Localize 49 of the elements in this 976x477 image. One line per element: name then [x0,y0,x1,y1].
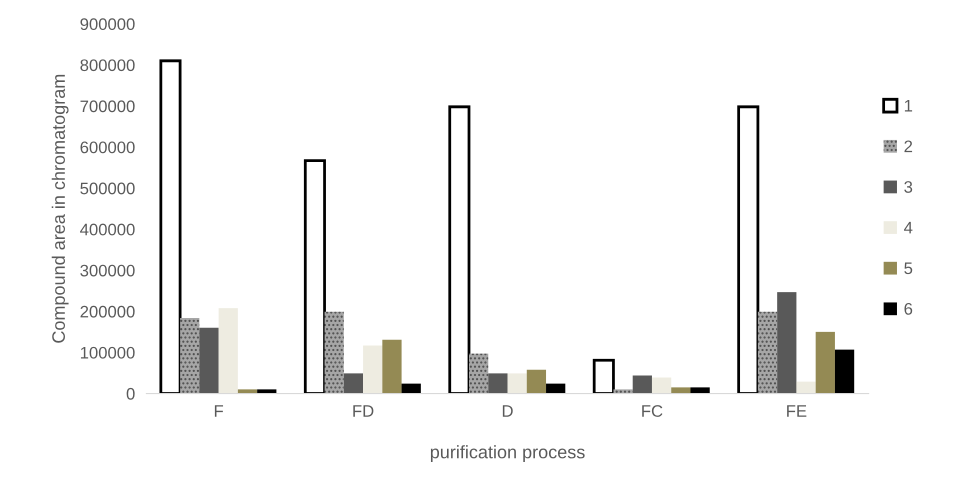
bar [218,308,238,394]
y-tick-label: 0 [126,388,135,400]
bar [526,370,546,394]
bar [448,105,470,394]
y-tick-label: 200000 [80,306,135,318]
bar [652,378,672,394]
y-axis-title: Compound area in chromatogram [52,74,69,343]
x-axis-title: purification process [430,445,585,462]
y-tick-label: 800000 [80,59,135,72]
bar [508,373,527,394]
y-tick-label: 400000 [80,224,135,236]
bar [382,340,402,394]
bar [344,373,364,394]
bar [816,332,835,394]
bar [796,382,816,394]
bar [758,312,778,394]
x-tick-label: FD [353,405,374,417]
x-tick-label: D [502,405,513,417]
y-tick-label: 300000 [80,264,135,277]
y-tick-label: 700000 [80,100,135,112]
legend-label: 6 [904,302,912,315]
y-tick-label: 500000 [80,182,135,194]
bar [324,312,344,394]
bar [402,384,421,394]
bar [546,384,566,394]
bar [834,350,854,394]
x-tick-label: F [214,405,224,417]
legend-label: 1 [904,100,912,112]
bar [592,358,615,394]
legend-label: 3 [904,181,912,193]
bar [304,159,326,394]
bar [159,59,182,394]
legend-label: 5 [904,262,912,274]
bar [488,373,508,394]
legend-label: 4 [904,222,912,234]
bar [671,387,690,394]
bar [469,354,488,394]
y-tick-label: 100000 [80,346,135,359]
y-tick-label: 900000 [80,18,135,30]
bar [180,318,200,394]
bar [199,328,219,394]
bar [737,105,760,394]
bar [363,345,382,394]
legend-label: 2 [904,140,912,152]
x-tick-label: FE [787,405,806,417]
bar [777,292,796,394]
y-tick-label: 600000 [80,141,135,154]
bar [632,375,652,394]
x-tick-label: FC [642,405,662,417]
